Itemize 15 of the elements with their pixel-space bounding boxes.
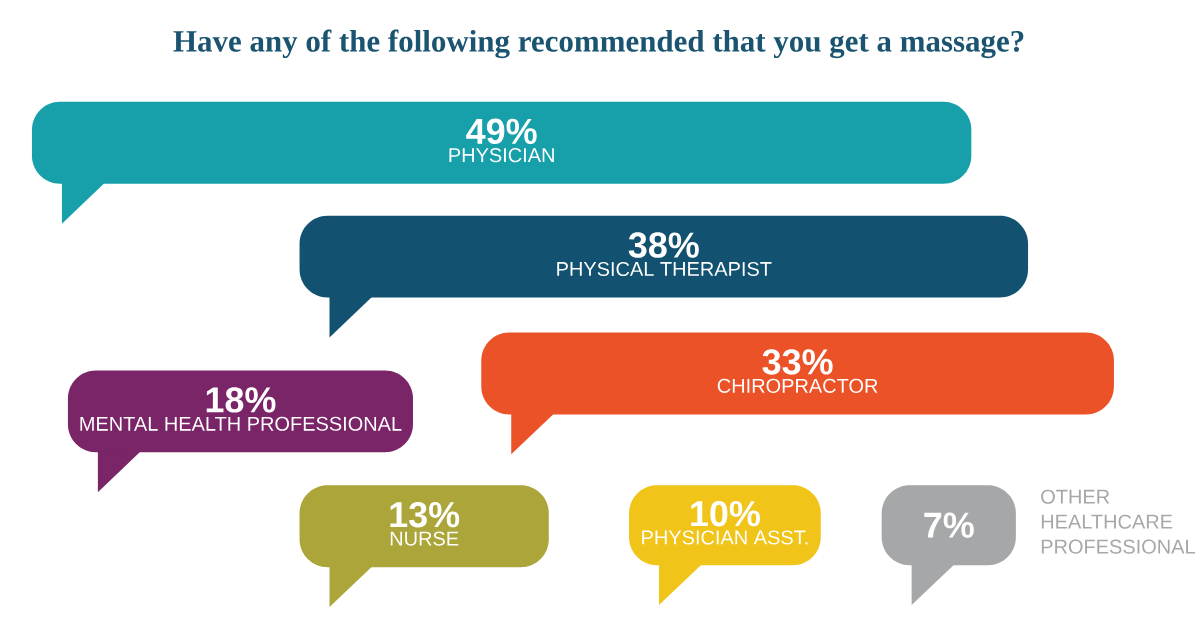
- category-label: OTHER HEALTHCARE PROFESSIONAL: [1041, 489, 1195, 554]
- category-label: NURSE: [390, 531, 459, 546]
- category-label: PHYSICIAN ASST.: [642, 530, 808, 545]
- category-label: MENTAL HEALTH PROFESSIONAL: [80, 416, 402, 431]
- text: Have any of the following recommended that you get a massage?: [173, 29, 1024, 59]
- data-label: 18%: [206, 387, 276, 413]
- data-label: 49%: [466, 118, 537, 144]
- category-label: CHIROPRACTOR: [717, 378, 878, 393]
- data-label: 38%: [628, 232, 699, 258]
- data-label: 10%: [691, 500, 760, 527]
- category-label: PHYSICIAN: [449, 148, 554, 163]
- data-label: 13%: [390, 501, 460, 528]
- category-label: PHYSICAL THERAPIST: [557, 261, 772, 277]
- data-label: 33%: [762, 349, 833, 375]
- data-label: 7%: [924, 512, 974, 538]
